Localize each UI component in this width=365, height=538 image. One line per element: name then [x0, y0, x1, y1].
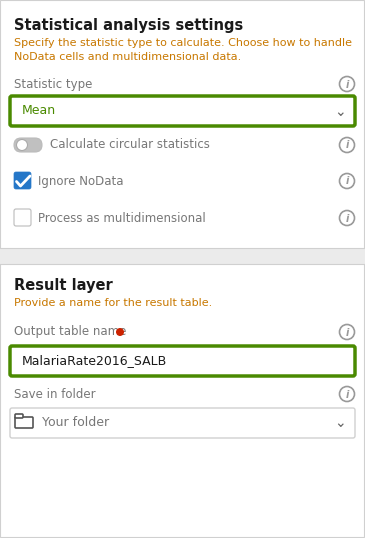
Text: Your folder: Your folder	[42, 416, 109, 429]
Text: Process as multidimensional: Process as multidimensional	[38, 211, 206, 224]
Text: MalariaRate2016_SALB: MalariaRate2016_SALB	[22, 355, 167, 367]
FancyBboxPatch shape	[10, 346, 355, 376]
FancyBboxPatch shape	[10, 96, 355, 126]
Text: Result layer: Result layer	[14, 278, 113, 293]
Circle shape	[116, 328, 124, 336]
Text: Mean: Mean	[22, 104, 56, 117]
Text: Statistic type: Statistic type	[14, 78, 92, 91]
Text: i: i	[345, 214, 349, 223]
FancyBboxPatch shape	[14, 172, 31, 189]
Text: Ignore NoData: Ignore NoData	[38, 174, 123, 188]
Bar	[0, 248, 365, 264]
Text: i: i	[345, 140, 349, 151]
FancyBboxPatch shape	[14, 209, 31, 226]
FancyBboxPatch shape	[15, 414, 23, 418]
Text: Statistical analysis settings: Statistical analysis settings	[14, 18, 243, 33]
Text: i: i	[345, 390, 349, 400]
Text: Calculate circular statistics: Calculate circular statistics	[50, 138, 210, 152]
Text: i: i	[345, 80, 349, 89]
Text: Output table name: Output table name	[14, 325, 126, 338]
Text: ⌄: ⌄	[334, 416, 346, 430]
Text: Specify the statistic type to calculate. Choose how to handle: Specify the statistic type to calculate.…	[14, 38, 352, 48]
FancyBboxPatch shape	[15, 417, 33, 428]
Text: NoData cells and multidimensional data.: NoData cells and multidimensional data.	[14, 52, 241, 62]
Text: i: i	[345, 176, 349, 187]
Text: i: i	[345, 328, 349, 337]
FancyBboxPatch shape	[10, 408, 355, 438]
Text: Save in folder: Save in folder	[14, 387, 96, 400]
Text: ⌄: ⌄	[334, 105, 346, 119]
Text: Provide a name for the result table.: Provide a name for the result table.	[14, 298, 212, 308]
Circle shape	[16, 139, 27, 151]
FancyBboxPatch shape	[14, 138, 42, 152]
